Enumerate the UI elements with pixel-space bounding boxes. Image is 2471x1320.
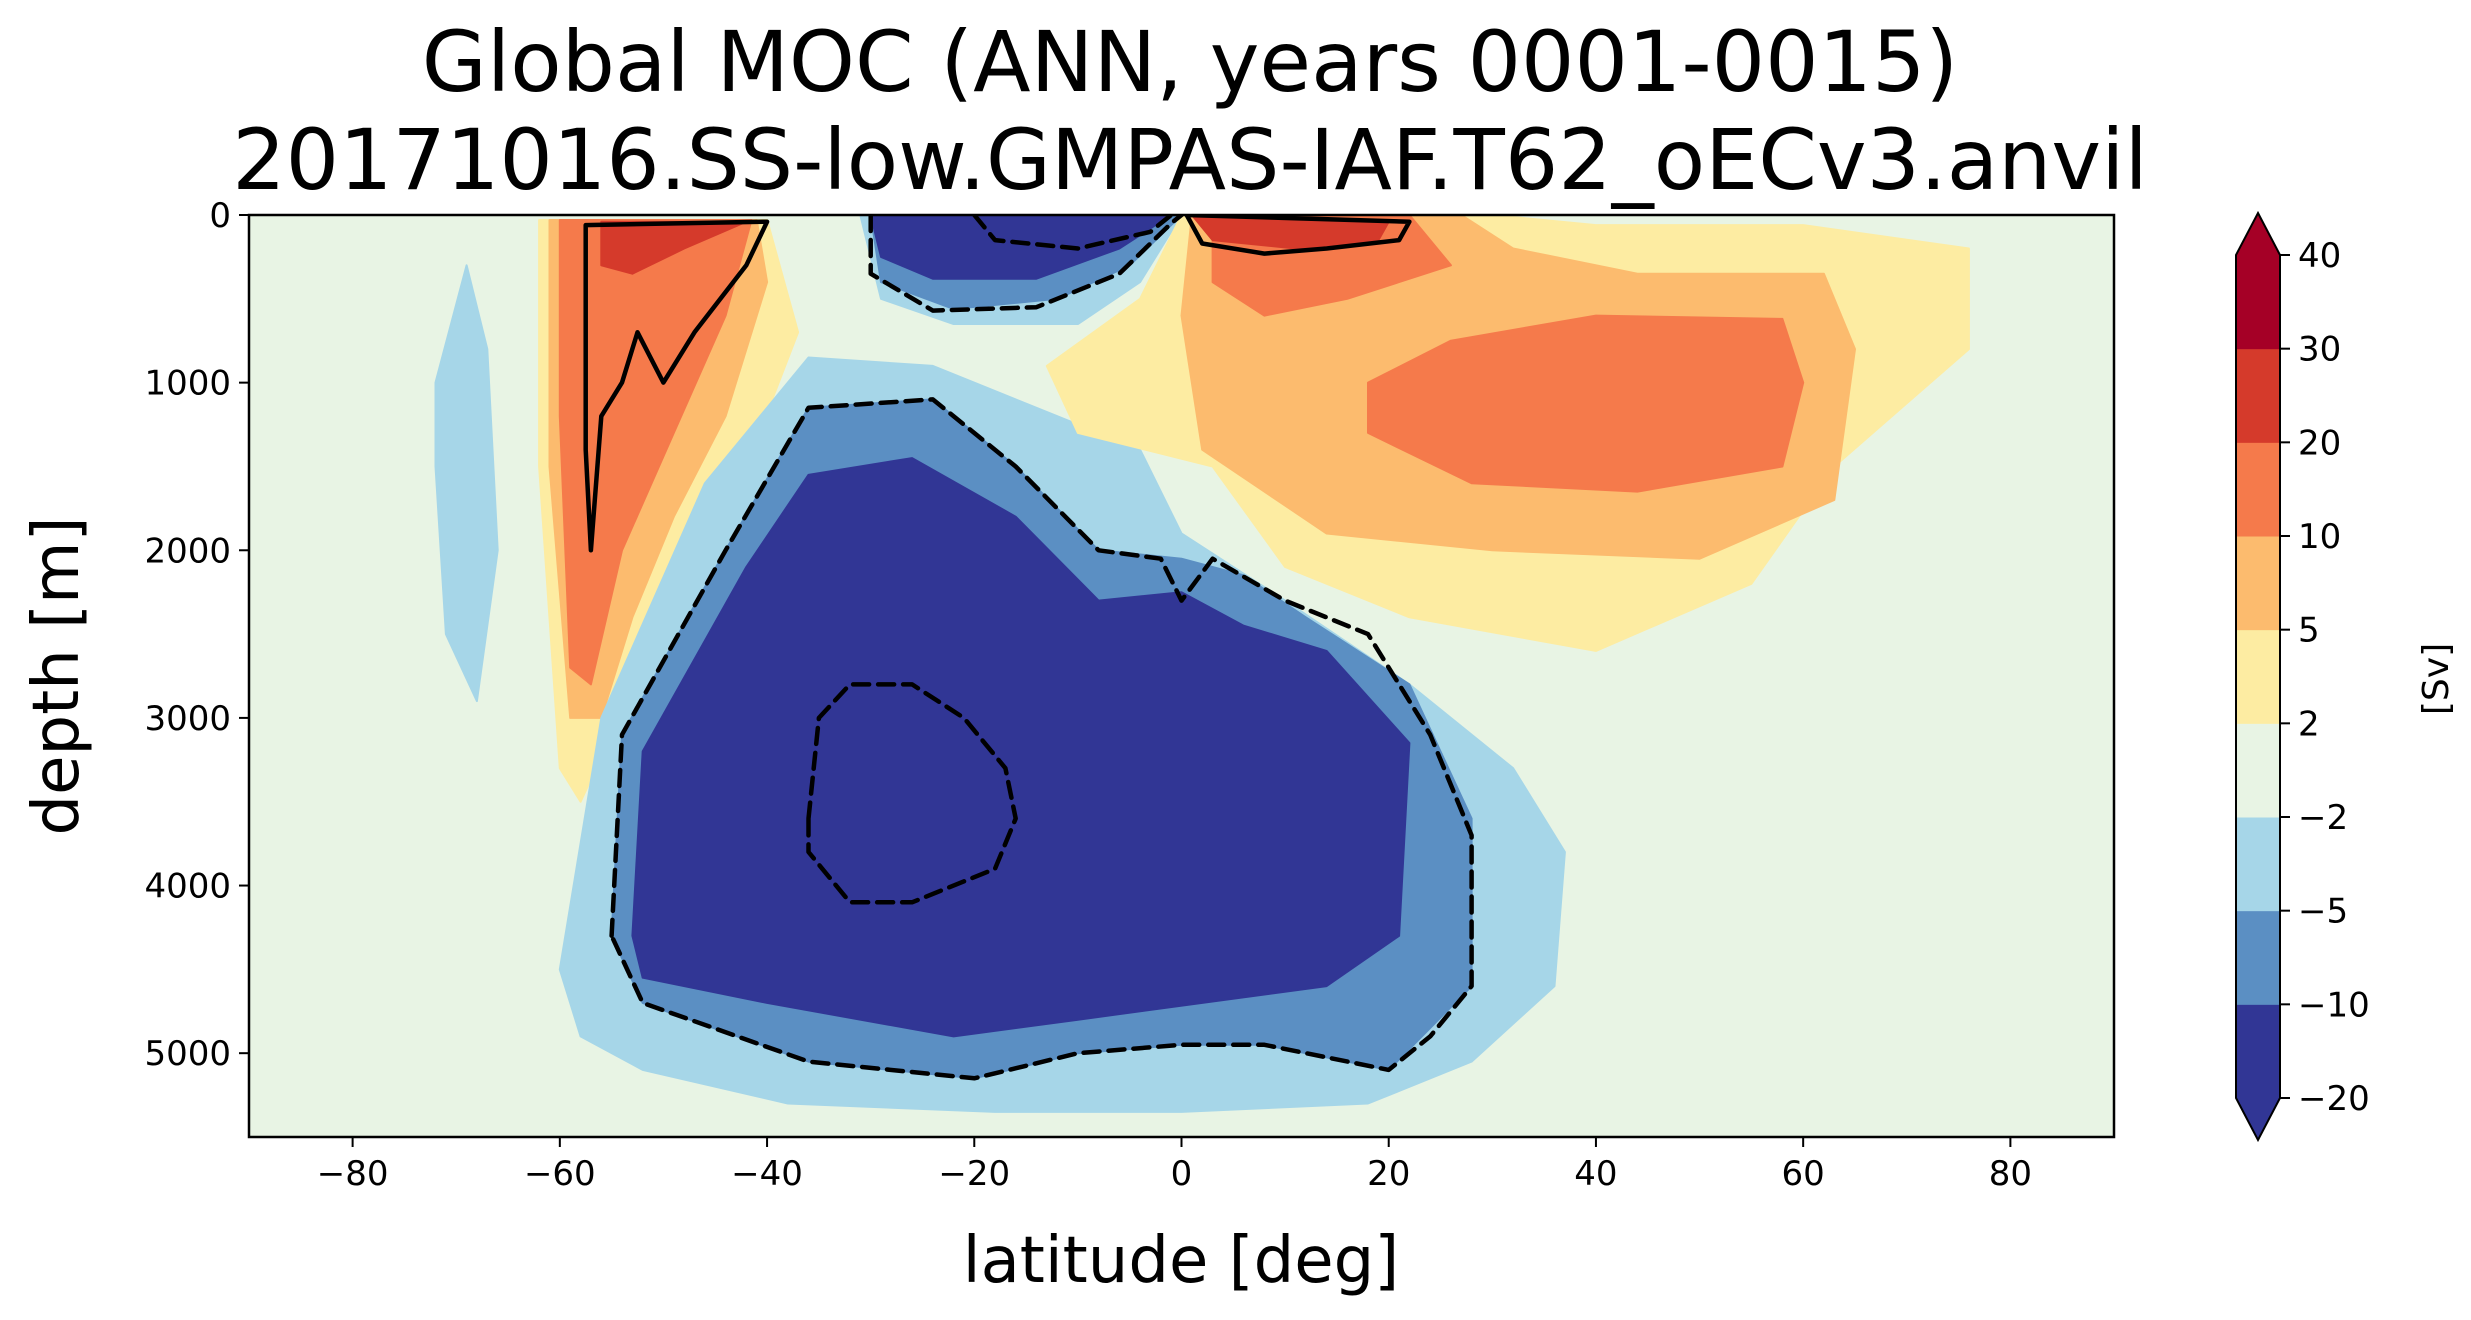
contour-line-dashed-2 [868,215,1184,313]
chart-subtitle: 20171016.SS-low.GMPAS-IAF.T62_oECv3.anvi… [232,111,2148,209]
colorbar-tick-label: 20 [2298,423,2341,463]
contour-lines [583,215,1474,1081]
chart-title: Global MOC (ANN, years 0001-0015) [421,13,1959,111]
y-tick-label: 0 [209,196,231,236]
colorbar-segment [2236,536,2280,631]
y-tick-label: 4000 [144,867,231,907]
x-tick-label: −60 [524,1154,596,1194]
y-tick-label: 5000 [144,1034,231,1074]
y-tick-label: 1000 [144,364,231,404]
colorbar-tick-label: 30 [2298,330,2341,370]
contour-line-dashed-5 [806,682,1018,905]
contour-fill-tropical-upper-cell-south-7 [869,215,1173,280]
colorbar-label: [Sv] [2416,643,2457,715]
colorbar-tick-label: −2 [2298,798,2348,838]
contour-fill-southern-ocean-deacon-cell-2 [558,219,753,686]
x-tick-label: −40 [731,1154,803,1194]
colorbar-extend-top [2236,213,2280,255]
x-tick-label: 40 [1574,1154,1617,1194]
contour-fill-aabw-cell-10 [631,457,1411,1038]
colorbar-tick-label: −5 [2298,892,2348,932]
contour-line-dashed-4 [609,397,1474,1081]
colorbar-tick-label: 2 [2298,704,2320,744]
colorbar-tick-label: 10 [2298,517,2341,557]
contour-fill-amoc-cell-14 [1367,314,1805,493]
colorbar-segment [2236,817,2280,912]
y-tick-label: 3000 [144,699,231,739]
colorbar-extend-bottom [2236,1098,2280,1140]
contour-line-solid-1 [1184,215,1412,256]
x-tick-label: 20 [1367,1154,1410,1194]
colorbar-segment [2236,723,2280,818]
x-tick-label: −20 [938,1154,1010,1194]
contour-fill-southern-weak-negative-4 [434,264,499,703]
colorbar-segment [2236,255,2280,350]
contour-line-solid-0 [583,219,770,553]
colorbar-segment [2236,442,2280,537]
y-axis: 0 1000 2000 3000 4000 5000 [144,196,249,1074]
colorbar-tick-label: 5 [2298,611,2320,651]
y-tick-label: 2000 [144,531,231,571]
colorbar-tick-label: −20 [2298,1079,2370,1119]
x-tick-label: 60 [1782,1154,1825,1194]
colorbar-tick-label: 40 [2298,236,2341,276]
colorbar-segment [2236,1004,2280,1099]
x-tick-label: −80 [317,1154,389,1194]
x-tick-label: 80 [1989,1154,2032,1194]
x-tick-label: 0 [1171,1154,1193,1194]
y-axis-label: depth [m] [20,517,94,836]
contour-line-dashed-3 [972,215,1174,251]
x-axis-label: latitude [deg] [963,1224,1399,1298]
contour-fills [434,215,1970,1113]
colorbar: −20 −10 −5 −2 2 5 10 20 30 40 [2235,210,2370,1143]
x-axis: −80 −60 −40 −20 0 20 40 60 80 [317,1137,2032,1194]
colorbar-segment [2236,629,2280,724]
colorbar-tick-label: −10 [2298,985,2370,1025]
colorbar-segment [2236,348,2280,443]
colorbar-segment [2236,910,2280,1005]
